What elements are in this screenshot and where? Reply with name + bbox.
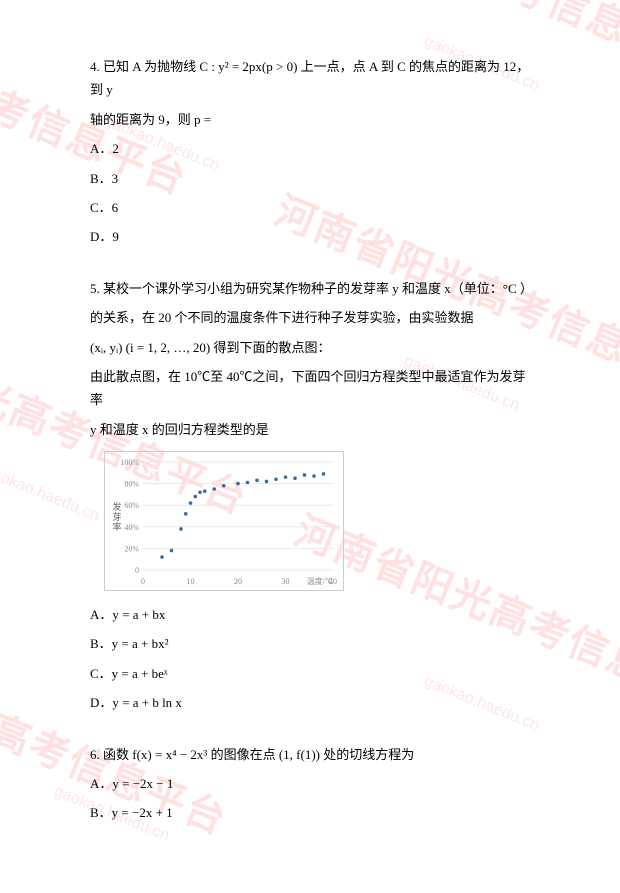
svg-text:发: 发 xyxy=(112,501,121,512)
q6-line1: 6. 函数 f(x) = x⁴ − 2x³ 的图像在点 (1, f(1)) 处的… xyxy=(90,743,530,766)
q5-option-b: B．y = a + bx² xyxy=(90,632,530,655)
document-content: 4. 已知 A 为抛物线 C : y² = 2px(p > 0) 上一点，点 A… xyxy=(0,0,620,893)
q5-line1: 5. 某校一个课外学习小组为研究某作物种子的发芽率 y 和温度 x（单位：°C … xyxy=(90,277,530,300)
q6-option-b: B．y = −2x + 1 xyxy=(90,801,530,824)
svg-text:芽: 芽 xyxy=(112,511,121,522)
svg-text:10: 10 xyxy=(187,577,195,586)
svg-text:30: 30 xyxy=(282,577,290,586)
svg-text:100%: 100% xyxy=(120,458,139,467)
q4-line2: 轴的距离为 9，则 p = xyxy=(90,108,530,131)
scatter-chart: 020%40%60%80%100%010203040发芽率温度/℃ xyxy=(104,451,344,591)
question-5: 5. 某校一个课外学习小组为研究某作物种子的发芽率 y 和温度 x（单位：°C … xyxy=(90,277,530,715)
svg-text:20%: 20% xyxy=(124,544,139,553)
q5-line5: y 和温度 x 的回归方程类型的是 xyxy=(90,418,530,441)
question-4: 4. 已知 A 为抛物线 C : y² = 2px(p > 0) 上一点，点 A… xyxy=(90,55,530,249)
q5-option-a: A．y = a + bx xyxy=(90,603,530,626)
svg-text:温度/℃: 温度/℃ xyxy=(307,576,333,586)
q4-line1: 4. 已知 A 为抛物线 C : y² = 2px(p > 0) 上一点，点 A… xyxy=(90,55,530,102)
q4-option-b: B．3 xyxy=(90,167,530,190)
question-6: 6. 函数 f(x) = x⁴ − 2x³ 的图像在点 (1, f(1)) 处的… xyxy=(90,743,530,825)
svg-text:20: 20 xyxy=(234,577,242,586)
svg-text:80%: 80% xyxy=(124,480,139,489)
q5-line3: (xᵢ, yᵢ) (i = 1, 2, …, 20) 得到下面的散点图： xyxy=(90,336,530,359)
q4-option-d: D．9 xyxy=(90,225,530,248)
svg-text:0: 0 xyxy=(135,566,139,575)
q5-line2: 的关系，在 20 个不同的温度条件下进行种子发芽实验，由实验数据 xyxy=(90,306,530,329)
q5-line4: 由此散点图，在 10℃至 40℃之间，下面四个回归方程类型中最适宜作为发芽率 xyxy=(90,365,530,412)
q6-option-a: A．y = −2x − 1 xyxy=(90,772,530,795)
svg-text:40%: 40% xyxy=(124,523,139,532)
svg-text:率: 率 xyxy=(112,521,121,532)
svg-text:0: 0 xyxy=(141,577,145,586)
q4-option-c: C．6 xyxy=(90,196,530,219)
scatter-svg: 020%40%60%80%100%010203040发芽率温度/℃ xyxy=(105,452,343,590)
q5-option-d: D．y = a + b ln x xyxy=(90,691,530,714)
q4-option-a: A．2 xyxy=(90,137,530,160)
q5-option-c: C．y = a + beˣ xyxy=(90,662,530,685)
svg-text:60%: 60% xyxy=(124,501,139,510)
